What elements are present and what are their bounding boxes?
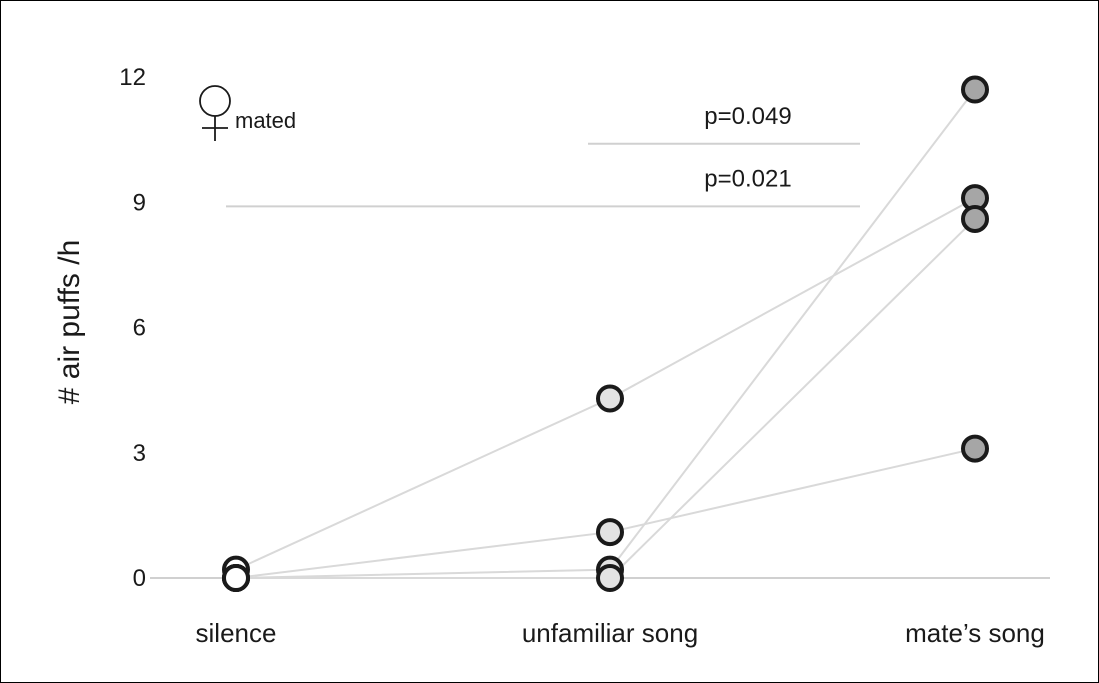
y-axis-title: # air puffs /h	[53, 240, 86, 405]
mated-female-annotation: mated	[199, 85, 296, 141]
x-category-labels: silence unfamiliar song mate’s song	[196, 618, 1045, 648]
female-symbol-icon	[199, 85, 231, 141]
y-tick-label: 12	[119, 64, 146, 91]
significance-bars: p=0.049 p=0.021	[226, 103, 860, 208]
x-category-label: unfamiliar song	[522, 618, 698, 648]
data-point	[961, 75, 989, 104]
data-point	[961, 434, 989, 463]
data-point	[596, 518, 624, 547]
x-category-label: silence	[196, 618, 277, 648]
paired-line	[235, 197, 976, 571]
data-markers	[222, 75, 989, 592]
paired-line	[235, 88, 976, 579]
y-tick-label: 3	[133, 440, 146, 467]
y-tick-labels: 0 3 6 9 12	[119, 64, 146, 592]
y-tick-label: 9	[133, 189, 146, 216]
data-point	[961, 204, 989, 233]
y-tick-label: 6	[133, 315, 146, 342]
x-category-label: mate’s song	[905, 618, 1045, 648]
paired-lines	[235, 88, 976, 579]
mated-label: mated	[235, 108, 296, 133]
data-point	[596, 564, 624, 592]
significance-label: p=0.049	[704, 103, 791, 130]
y-tick-label: 0	[133, 565, 146, 592]
significance-label: p=0.021	[704, 165, 791, 192]
data-point	[596, 384, 624, 413]
data-point	[222, 564, 250, 592]
